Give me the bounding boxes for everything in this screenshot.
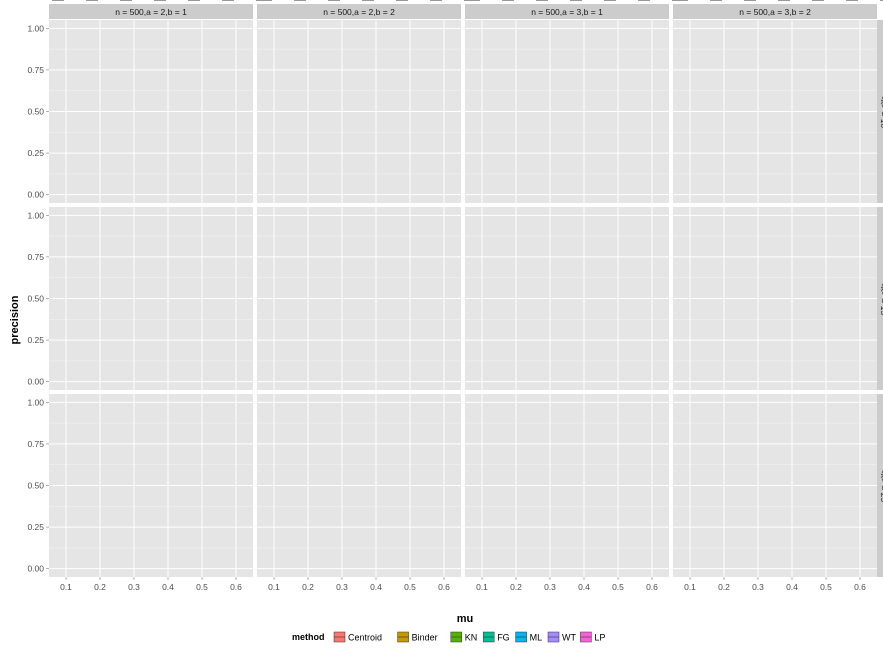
legend-item-ml: ML	[515, 631, 543, 643]
x-tick-label: 0.2	[302, 582, 314, 592]
x-tick-label: 0.5	[612, 582, 624, 592]
legend-label: Binder	[412, 633, 438, 643]
panels-layer	[49, 0, 883, 577]
panel-2-2	[465, 0, 685, 577]
x-tick-label: 0.3	[752, 582, 764, 592]
legend-title: method	[292, 632, 325, 642]
x-tick-label: 0.5	[196, 582, 208, 592]
axes-layer: 0.00 0.25 0.50 0.75 1.00 0.00 0.25 0.50 0.75 1.00…	[27, 23, 866, 592]
facet-strip-col-0	[49, 4, 253, 19]
facet-label-col-0: n = 500,a = 2,b = 1	[115, 7, 187, 17]
facet-label-col-1: n = 500,a = 2,b = 2	[323, 7, 395, 17]
facet-strips: n = 500,a = 2,b = 1 n = 500,a = 2,b = 2 n …	[49, 4, 883, 577]
y-tick-label: 0.25	[27, 335, 44, 345]
y-tick-label: 1.00	[27, 397, 44, 407]
x-tick-label: 0.1	[60, 582, 72, 592]
panel-0-0	[49, 0, 269, 203]
y-tick-label: 0.00	[27, 564, 44, 574]
legend-item-wt: WT	[547, 631, 576, 643]
facet-label-col-2: n = 500,a = 3,b = 1	[531, 7, 603, 17]
y-tick-label: 0.50	[27, 481, 44, 491]
y-tick-label: 0.25	[27, 522, 44, 532]
legend-item-kn: KN	[450, 631, 478, 643]
legend-item-binder: Binder	[397, 631, 438, 643]
panel-0-2	[465, 0, 685, 203]
facet-strip-col-2	[465, 4, 669, 19]
y-tick-label: 0.25	[27, 148, 44, 158]
x-tick-label: 0.6	[230, 582, 242, 592]
facet-strip-row-2	[877, 394, 883, 577]
legend-label: KN	[465, 633, 478, 643]
x-tick-label: 0.3	[336, 582, 348, 592]
facet-label-col-3: n = 500,a = 3,b = 2	[739, 7, 811, 17]
facet-strip-row-0	[877, 20, 883, 203]
x-tick-label: 0.4	[162, 582, 174, 592]
legend-item-centroid: Centroid	[333, 631, 382, 643]
panel-2-0	[49, 0, 269, 577]
x-tick-label: 0.4	[578, 582, 590, 592]
legend-label: LP	[594, 633, 605, 643]
panel-1-3	[673, 0, 883, 390]
facet-strip-row-1	[877, 207, 883, 390]
legend-label: FG	[497, 633, 510, 643]
y-tick-label: 1.00	[27, 210, 44, 220]
legend-item-fg: FG	[482, 631, 510, 643]
x-tick-label: 0.6	[438, 582, 450, 592]
x-tick-label: 0.4	[786, 582, 798, 592]
panel-1-2	[465, 0, 685, 390]
x-tick-label: 0.2	[94, 582, 106, 592]
x-tick-label: 0.1	[268, 582, 280, 592]
y-tick-label: 0.00	[27, 377, 44, 387]
x-axis-title: mu	[457, 613, 474, 625]
x-tick-label: 0.6	[646, 582, 658, 592]
facet-label-row-1: <k> = 15	[879, 282, 883, 316]
y-tick-label: 0.50	[27, 107, 44, 117]
x-tick-label: 0.3	[544, 582, 556, 592]
y-tick-label: 0.75	[27, 65, 44, 75]
facet-strip-col-3	[673, 4, 877, 19]
panel-0-3	[673, 0, 883, 203]
x-tick-label: 0.2	[718, 582, 730, 592]
x-tick-label: 0.1	[684, 582, 696, 592]
y-axis-title: precision	[9, 295, 21, 344]
x-tick-label: 0.5	[404, 582, 416, 592]
legend-label: Centroid	[348, 633, 382, 643]
facet-label-row-0: <k> = 10	[879, 95, 883, 129]
x-tick-label: 0.4	[370, 582, 382, 592]
legend: method Centroid Binder KN FG ML WT LP	[292, 631, 605, 643]
panel-1-1	[257, 0, 477, 390]
panel-2-1	[257, 0, 477, 577]
panel-1-0	[49, 0, 269, 390]
x-tick-label: 0.3	[128, 582, 140, 592]
legend-label: WT	[562, 633, 576, 643]
x-tick-label: 0.2	[510, 582, 522, 592]
y-tick-label: 0.75	[27, 252, 44, 262]
y-tick-label: 0.50	[27, 294, 44, 304]
x-tick-label: 0.5	[820, 582, 832, 592]
y-tick-label: 1.00	[27, 23, 44, 33]
x-tick-label: 0.6	[854, 582, 866, 592]
facet-label-row-2: <k> = 25	[879, 469, 883, 503]
legend-item-lp: LP	[580, 631, 605, 643]
y-tick-label: 0.00	[27, 190, 44, 200]
legend-label: ML	[530, 633, 543, 643]
panel-0-1	[257, 0, 477, 203]
y-tick-label: 0.75	[27, 439, 44, 449]
panel-2-3	[673, 0, 883, 577]
facet-strip-col-1	[257, 4, 461, 19]
x-tick-label: 0.1	[476, 582, 488, 592]
